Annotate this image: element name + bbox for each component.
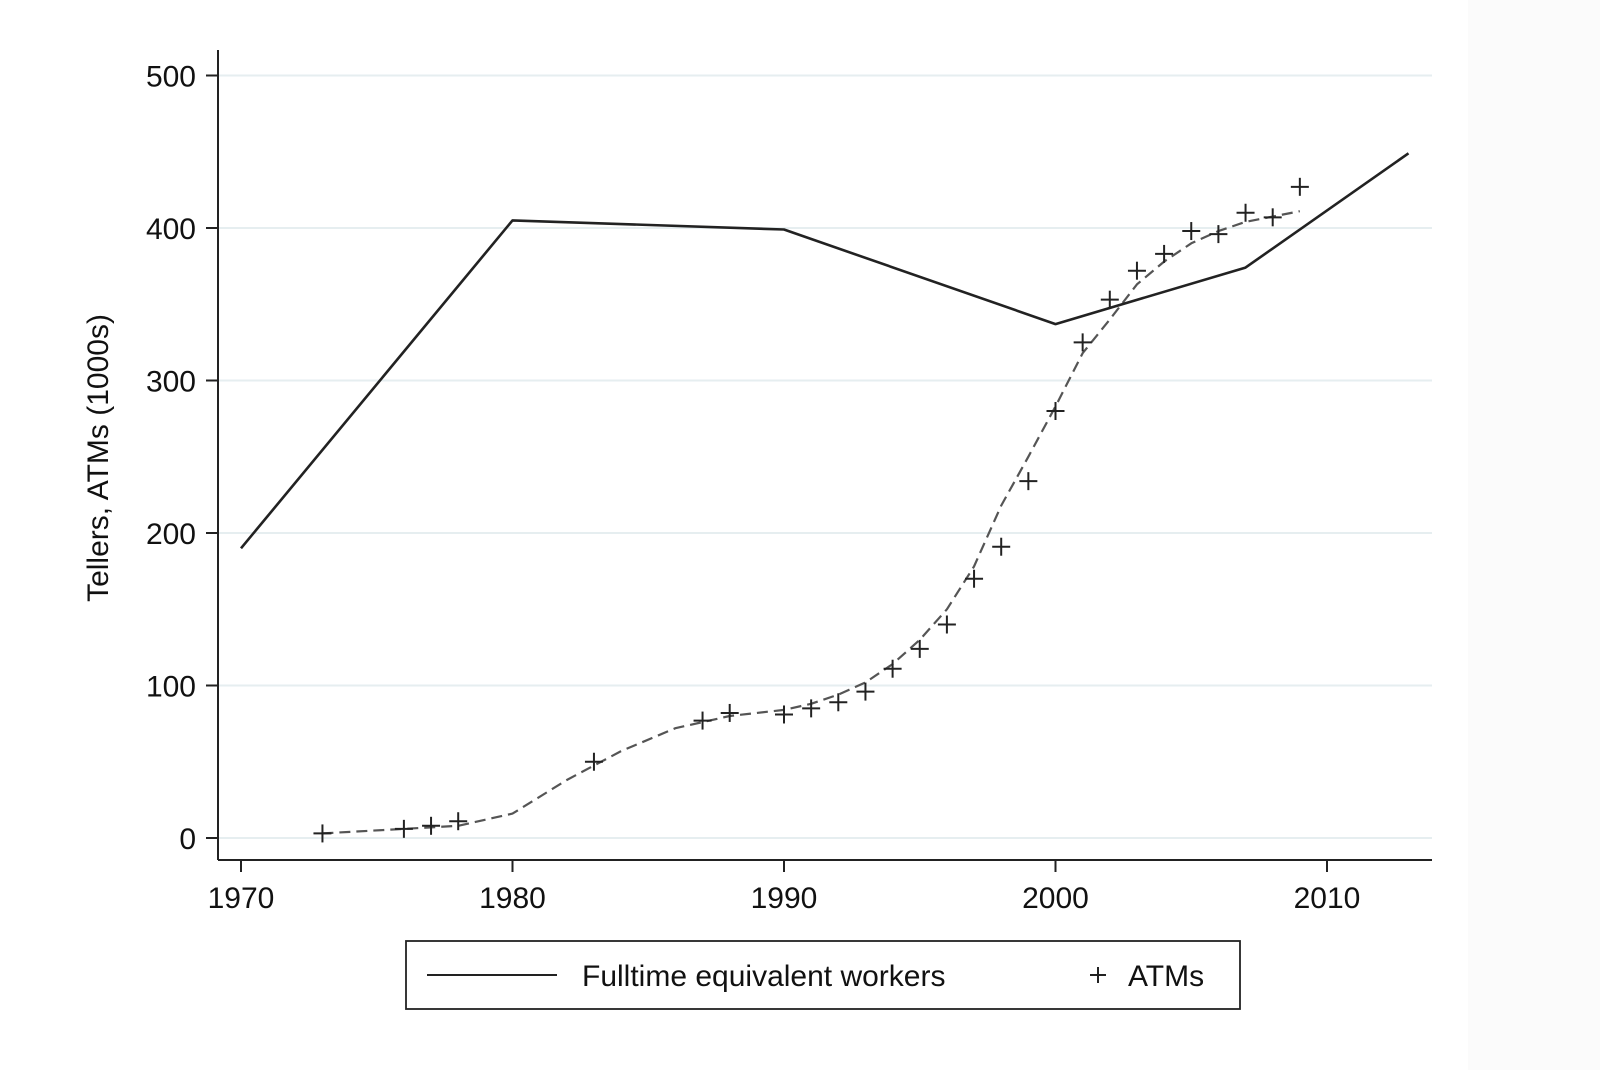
- atm-plus-marker: [1263, 208, 1282, 227]
- x-tick-label: 2000: [1022, 882, 1089, 915]
- x-tick-label: 2010: [1294, 882, 1361, 915]
- legend-label-workers: Fulltime equivalent workers: [582, 960, 945, 993]
- y-tick-label: 200: [146, 518, 196, 551]
- x-tick-label: 1970: [208, 882, 275, 915]
- legend: Fulltime equivalent workers ATMs: [405, 940, 1241, 1010]
- atm-plus-marker: [693, 711, 712, 730]
- atm-plus-marker: [1019, 472, 1038, 491]
- atm-plus-marker: [829, 693, 848, 712]
- atm-plus-marker: [584, 752, 603, 771]
- atm-plus-marker: [883, 659, 902, 678]
- atm-plus-marker: [313, 824, 332, 843]
- legend-label-atms: ATMs: [1128, 960, 1204, 993]
- x-tick-label: 1990: [751, 882, 818, 915]
- atm-plus-marker: [937, 615, 956, 634]
- atm-plus-marker: [856, 682, 875, 701]
- atm-plus-marker: [1236, 203, 1255, 222]
- atm-fit-dashed-line: [322, 210, 1301, 835]
- atm-plus-marker: [1073, 333, 1092, 352]
- atm-plus-marker: [449, 812, 468, 831]
- y-tick-label: 100: [146, 671, 196, 704]
- atm-plus-marker: [1182, 222, 1201, 241]
- y-tick-label: 0: [179, 823, 196, 856]
- atm-plus-marker: [965, 569, 984, 588]
- y-tick-label: 500: [146, 61, 196, 94]
- x-axis-ticks: 1970 1980 1990 2000 2010: [208, 860, 1361, 915]
- atm-plus-marker: [1290, 177, 1309, 196]
- y-axis-title: Tellers, ATMs (1000s): [82, 314, 115, 602]
- atm-plus-marker: [720, 703, 739, 722]
- atm-plus-marker: [775, 705, 793, 724]
- legend-plus-marker-icon: [1090, 967, 1106, 983]
- atm-plus-marker: [422, 816, 441, 835]
- atm-plus-marker: [910, 639, 929, 658]
- atm-plus-marker: [1209, 225, 1228, 244]
- y-tick-label: 400: [146, 213, 196, 246]
- x-tick-label: 1980: [479, 882, 546, 915]
- axes: [217, 50, 1432, 861]
- gridlines: [218, 74, 1432, 839]
- atm-plus-marker: [992, 537, 1011, 556]
- atm-plus-marker: [802, 699, 821, 718]
- atm-plus-marker: [1046, 402, 1065, 420]
- atm-plus-marker: [1127, 261, 1146, 280]
- background-strip: [1468, 0, 1600, 1070]
- atm-plus-marker: [1155, 244, 1174, 263]
- y-tick-label: 300: [146, 366, 196, 399]
- atm-plus-marker: [394, 819, 413, 838]
- plot-area: [239, 152, 1410, 843]
- atm-plus-marker: [1100, 290, 1119, 309]
- y-axis-ticks: 0 100 200 300 400 500: [146, 61, 218, 856]
- workers-line: [239, 152, 1410, 550]
